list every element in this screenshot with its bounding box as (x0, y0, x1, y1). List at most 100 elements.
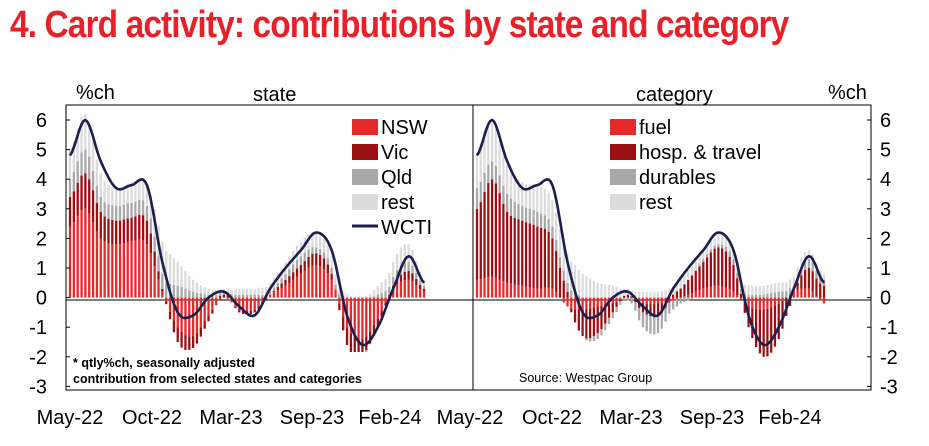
bar-state-qld (115, 205, 118, 221)
bar-category-rest (487, 126, 490, 165)
bar-category-durables (483, 172, 486, 192)
bar-state-vic (72, 191, 75, 223)
bar-category-fuel (687, 294, 690, 298)
bar-state-nsw (153, 265, 156, 298)
bar-category-fuel (487, 277, 490, 298)
bar-state-vic (111, 219, 114, 245)
wcti-line-state (68, 118, 426, 347)
chart-title: 4. Card activity: contributions by state… (10, 4, 789, 46)
bar-category-fuel (483, 277, 486, 298)
bar-state-rest (345, 294, 349, 298)
bar-state-vic (384, 302, 387, 306)
bar-category-fuel (664, 297, 667, 303)
bar-category-rest (721, 233, 724, 245)
bar-category-fuel (524, 286, 528, 298)
bar-state-rest (403, 244, 406, 263)
bar-category-hosp-travel (513, 217, 516, 285)
bar-category-fuel (683, 296, 686, 298)
bar-state-rest (118, 187, 122, 206)
bar-state-rest (222, 288, 226, 292)
bar-state-rest (249, 288, 252, 295)
bar-category-rest (732, 250, 735, 260)
bar-state-vic (222, 294, 226, 298)
y-tick-right: 4 (880, 169, 891, 191)
bar-state-qld (118, 205, 122, 221)
bar-category-fuel (770, 297, 773, 308)
bar-category-fuel (566, 297, 569, 307)
bar-category-fuel (517, 285, 520, 298)
bar-state-qld (230, 294, 233, 298)
legend-label-wcti: WCTI (381, 217, 432, 239)
bar-state-nsw (407, 279, 410, 298)
x-tick-category: Mar-23 (599, 407, 662, 429)
bar-category-fuel (724, 287, 728, 298)
bar-category-durables (766, 294, 769, 298)
bar-category-hosp-travel (570, 308, 573, 313)
bar-state-rest (111, 186, 114, 206)
bar-category-fuel (562, 297, 565, 303)
bar-state-rest (315, 232, 318, 248)
bar-state-rest (107, 184, 110, 205)
bar-state-qld (145, 205, 149, 221)
bar-state-rest (91, 140, 95, 171)
bar-category-durables (622, 298, 626, 302)
bar-state-vic (422, 288, 426, 292)
bar-category-rest (502, 154, 505, 186)
bar-category-hosp-travel (524, 222, 528, 287)
bar-state-nsw (361, 297, 364, 340)
bar-state-qld (334, 284, 337, 290)
bar-state-qld (330, 268, 333, 274)
bar-category-hosp-travel (638, 302, 641, 309)
x-tick-state: Sep-23 (280, 407, 345, 429)
bar-category-hosp-travel (807, 268, 811, 289)
bar-state-vic (415, 278, 418, 286)
bar-category-hosp-travel (709, 252, 712, 287)
bar-category-durables (532, 209, 535, 225)
bar-category-rest (792, 276, 795, 286)
bar-category-durables (611, 312, 614, 319)
bar-state-qld (326, 258, 329, 265)
bar-state-vic (303, 261, 306, 271)
bar-state-vic (353, 337, 356, 356)
bar-state-nsw (172, 297, 176, 321)
bar-category-durables (728, 251, 731, 257)
bar-category-durables (592, 336, 596, 341)
bar-category-fuel (672, 297, 675, 301)
bar-category-durables (762, 294, 765, 298)
x-tick-category: Sep-23 (680, 407, 745, 429)
bar-category-rest (634, 292, 637, 298)
bar-category-hosp-travel (656, 303, 660, 316)
bar-category-fuel (555, 292, 558, 298)
bar-category-fuel (773, 297, 777, 306)
bar-state-nsw (268, 294, 272, 298)
bar-state-nsw (138, 239, 141, 298)
bar-category-fuel (547, 287, 550, 298)
bar-state-nsw (411, 281, 414, 298)
bar-category-fuel (494, 277, 497, 298)
bar-category-fuel (754, 297, 758, 310)
bar-state-nsw (211, 297, 214, 311)
bar-category-durables (664, 307, 667, 322)
bar-state-nsw (338, 297, 341, 304)
bar-state-nsw (80, 210, 83, 298)
bar-category-fuel (747, 297, 750, 307)
bar-category-rest (607, 284, 611, 298)
bar-state-rest (180, 266, 183, 288)
bar-category-durables (566, 282, 569, 292)
bar-category-hosp-travel (528, 223, 531, 288)
bar-category-hosp-travel (777, 303, 780, 340)
bar-state-rest (399, 247, 403, 266)
bar-category-hosp-travel (543, 228, 547, 288)
bar-category-fuel (475, 279, 479, 298)
bar-state-rest (226, 288, 229, 293)
bar-state-rest (334, 274, 337, 285)
bar-state-rest (115, 188, 118, 206)
bar-category-rest (645, 291, 648, 298)
bar-state-rest (68, 149, 72, 180)
bar-state-rest (72, 141, 75, 173)
bar-state-qld (68, 179, 72, 197)
legend-label-rest-category: rest (639, 192, 673, 214)
bar-state-qld (157, 256, 160, 272)
bar-state-vic (403, 271, 406, 281)
